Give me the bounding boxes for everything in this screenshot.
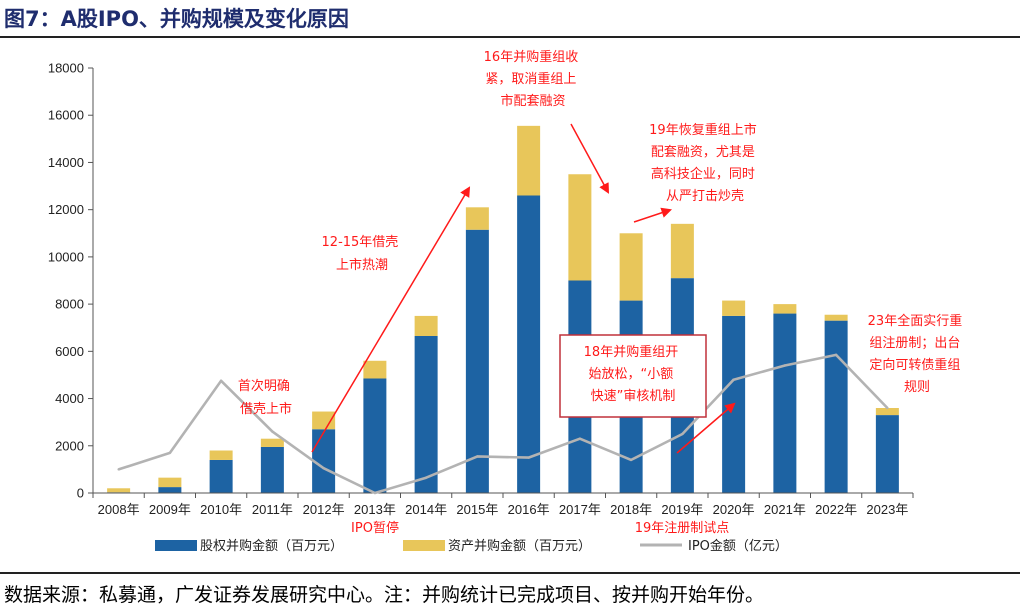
x-tick-label: 2019年 (661, 502, 703, 517)
y-tick-label: 8000 (55, 297, 84, 312)
y-tick-label: 12000 (48, 202, 84, 217)
x-tick-label: 2022年 (815, 502, 857, 517)
figure-title: 图7：A股IPO、并购规模及变化原因 (4, 7, 349, 31)
ipo-point (681, 432, 684, 436)
annotation-2023: 23年全面实行重 组注册制；出台 定向可转债重组 规则 (868, 313, 967, 395)
y-axis: 0 2000 4000 6000 8000 10000 12000 14000 16000 180… (48, 61, 94, 501)
x-axis: 2008年 2009年 2010年 2011年 2012年 2013年 2014年 2015年… (92, 492, 914, 517)
annotation-arrow-2016 (570, 123, 610, 194)
ipo-point (168, 451, 172, 455)
annotation-ipo-pause: IPO暂停 (351, 520, 399, 536)
x-tick-label: 2020年 (713, 502, 755, 517)
x-tick-label: 2016年 (508, 502, 550, 517)
bar-asset (517, 125, 541, 196)
bar-asset (363, 360, 387, 379)
ipo-point (424, 476, 428, 479)
legend-label-equity: 股权并购金额（百万元） (200, 538, 343, 554)
bar-asset (773, 304, 797, 314)
bar-equity (363, 378, 387, 493)
top-rule (0, 36, 1020, 38)
bars-group (107, 125, 899, 493)
annotation-2010: 首次明确 借壳上市 (238, 378, 294, 417)
bar-equity (517, 195, 541, 493)
x-tick-label: 2023年 (866, 502, 908, 517)
bar-asset (260, 438, 284, 447)
x-tick-label: 2015年 (456, 502, 498, 517)
ipo-point (527, 456, 530, 459)
bar-asset (875, 408, 899, 416)
bar-asset (568, 174, 592, 281)
annotation-2016: 16年并购重组收 紧，取消重组上 市配套融资 (484, 49, 583, 109)
ipo-point (117, 468, 120, 471)
ipo-point (629, 458, 633, 462)
x-tick-label: 2009年 (149, 502, 191, 517)
bar-asset (414, 315, 438, 336)
bar-equity (414, 335, 438, 493)
y-tick-label: 4000 (55, 391, 84, 406)
y-tick-label: 16000 (48, 108, 84, 123)
ipo-point (271, 430, 274, 433)
ipo-ma-chart: 0 2000 4000 6000 8000 10000 12000 14000 16000 180… (48, 49, 967, 554)
bar-asset (209, 450, 233, 460)
bar-asset (465, 207, 489, 230)
x-tick-label: 2011年 (252, 502, 293, 517)
ipo-point (476, 455, 479, 458)
bar-equity (209, 459, 233, 493)
bar-equity (465, 229, 489, 493)
y-tick-label: 0 (77, 486, 84, 501)
annotation-registration-trial: 19年注册制试点 (635, 521, 730, 536)
annotation-2018: 18年并购重组开 始放松，“小额 快速”审核机制 (584, 344, 683, 404)
ipo-point (373, 491, 377, 495)
annotation-2019: 19年恢复重组上市 配套融资，尤其是 高科技企业，同时 从严打击炒壳 (649, 122, 761, 204)
y-tick-label: 10000 (48, 249, 84, 264)
x-tick-label: 2012年 (303, 502, 345, 517)
bar-equity (773, 313, 797, 493)
annotation-arrow-trial (676, 402, 736, 454)
legend-swatch-asset (403, 540, 445, 551)
x-tick-label: 2018年 (610, 502, 652, 517)
x-tick-label: 2008年 (98, 502, 140, 517)
y-tick-label: 14000 (48, 155, 84, 170)
x-tick-label: 2017年 (559, 502, 601, 517)
bar-asset (107, 488, 131, 493)
title-row: 图7：A股IPO、并购规模及变化原因 (0, 0, 1020, 34)
ipo-point (783, 364, 787, 367)
ipo-point (578, 437, 582, 440)
ipo-point (322, 467, 325, 470)
bar-equity (824, 320, 848, 493)
x-tick-label: 2010年 (200, 502, 242, 517)
y-tick-label: 6000 (55, 344, 84, 359)
legend: 股权并购金额（百万元） 资产并购金额（百万元） IPO金额（亿元） (155, 538, 788, 554)
bar-asset (824, 314, 848, 321)
bar-asset (619, 233, 643, 301)
ipo-point (732, 378, 735, 381)
annotation-2018-box (559, 334, 707, 418)
bar-equity (875, 415, 899, 493)
y-tick-label: 18000 (48, 61, 84, 76)
bar-equity (158, 487, 182, 493)
bar-asset (722, 300, 746, 316)
legend-label-ipo: IPO金额（亿元） (688, 538, 788, 554)
bar-asset (670, 223, 694, 279)
x-tick-label: 2014年 (405, 502, 447, 517)
ipo-line-group (117, 353, 889, 495)
legend-swatch-equity (155, 540, 197, 551)
bar-asset (312, 411, 336, 430)
ipo-point (219, 379, 223, 383)
bottom-rule (0, 572, 1020, 574)
bar-equity (312, 429, 336, 493)
x-tick-label: 2021年 (764, 502, 806, 517)
annotation-2012: 12-15年借壳 上市热潮 (322, 235, 403, 273)
ipo-point (834, 353, 838, 357)
ipo-line (118, 353, 889, 495)
y-tick-label: 2000 (55, 438, 84, 453)
source-note: 数据来源：私募通，广发证券发展研究中心。注：并购统计已完成项目、按并购开始年份。 (4, 584, 765, 606)
bar-asset (158, 477, 182, 488)
annotation-arrow-2019 (633, 207, 672, 223)
x-tick-label: 2013年 (354, 502, 396, 517)
annotation-arrow-2012 (311, 186, 471, 453)
legend-label-asset: 资产并购金额（百万元） (448, 538, 591, 554)
ipo-point (886, 406, 889, 410)
bar-equity (260, 446, 284, 493)
